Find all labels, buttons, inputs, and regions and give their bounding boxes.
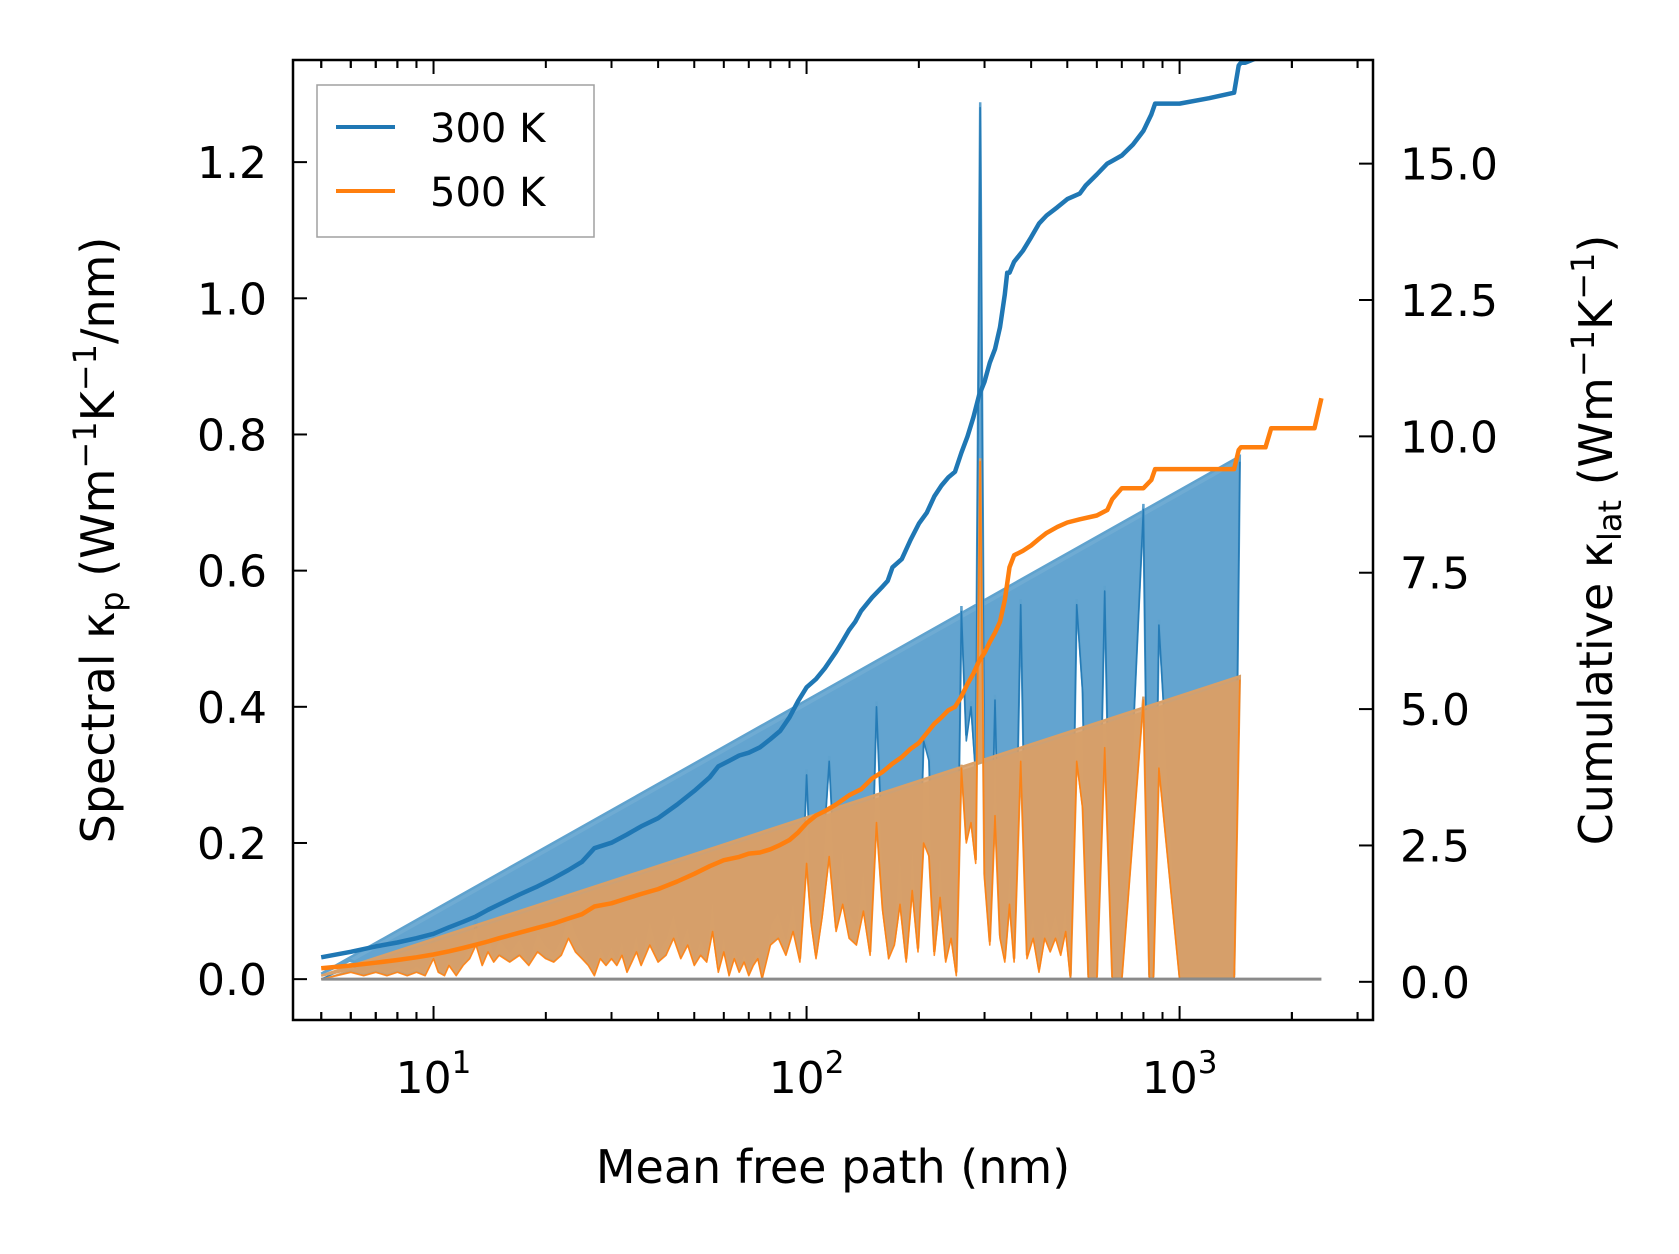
y-axis-label: Spectral κp (Wm−1K−1/nm) — [66, 237, 131, 844]
y2-tick-label: 12.5 — [1400, 276, 1498, 327]
x-axis-label: Mean free path (nm) — [596, 1140, 1070, 1194]
y2-axis-label-open: (Wm — [1569, 377, 1623, 500]
legend-label-300k: 300 K — [430, 106, 547, 152]
y-axis-label-open: (Wm — [71, 469, 125, 592]
y-tick-label: 1.2 — [197, 138, 267, 189]
y2-axis-label-sup1: −1 — [1564, 330, 1602, 377]
y-axis-label-sup2: −1 — [66, 344, 104, 391]
spectral-band-500k — [320, 458, 1242, 978]
y-axis-label-sub: p — [93, 591, 131, 611]
spectral-line-500k — [321, 460, 1241, 980]
y-tick-label: 0.6 — [197, 547, 267, 598]
y-axis-left: 0.0 0.2 0.4 0.6 0.8 1.0 1.2 — [197, 138, 307, 1006]
x-tick-label: 101 — [396, 1045, 472, 1104]
y-tick-label: 0.0 — [197, 955, 267, 1006]
y2-tick-label: 15.0 — [1400, 140, 1498, 191]
x-tick-label: 102 — [769, 1045, 845, 1104]
y2-tick-label: 7.5 — [1400, 549, 1470, 600]
y-axis-label-mid: K — [71, 389, 125, 421]
y2-tick-label: 5.0 — [1400, 685, 1470, 736]
y2-axis-label-prefix: Cumulative κ — [1569, 541, 1623, 845]
cumulative-lines — [320, 60, 1324, 971]
y2-tick-label: 2.5 — [1400, 821, 1470, 872]
y-tick-label: 0.4 — [197, 683, 267, 734]
y-tick-label: 1.0 — [197, 274, 267, 325]
y-tick-label: 0.2 — [197, 819, 267, 870]
y2-axis-label-sup2: −1 — [1564, 253, 1602, 300]
y-axis-right: 0.0 2.5 5.0 7.5 10.0 12.5 15.0 — [1359, 140, 1498, 1009]
plot-frame — [291, 58, 1375, 1022]
y-tick-label: 0.8 — [197, 410, 267, 461]
y-axis-label-sup1: −1 — [66, 421, 104, 468]
legend-box — [316, 84, 595, 238]
cumulative-line-500k — [320, 397, 1324, 971]
y-axis-label-suffix: /nm) — [71, 237, 125, 344]
y2-axis-label-mid: K — [1569, 298, 1623, 330]
y-axis-label-prefix: Spectral κ — [71, 612, 125, 844]
legend: 300 K 500 K — [316, 84, 595, 238]
y2-tick-label: 0.0 — [1400, 958, 1470, 1009]
legend-label-500k: 500 K — [430, 170, 547, 216]
x-axis: 101 102 103 — [320, 60, 1359, 1104]
y2-axis-label-sub: lat — [1591, 500, 1629, 541]
y2-tick-label: 10.0 — [1400, 412, 1498, 463]
cumulative-line-300k — [320, 60, 1258, 960]
y2-axis-label-suffix: ) — [1569, 235, 1623, 253]
x-tick-label: 103 — [1142, 1045, 1218, 1104]
y2-axis-label: Cumulative κlat (Wm−1K−1) — [1564, 235, 1629, 846]
spectral-fills — [320, 102, 1322, 981]
